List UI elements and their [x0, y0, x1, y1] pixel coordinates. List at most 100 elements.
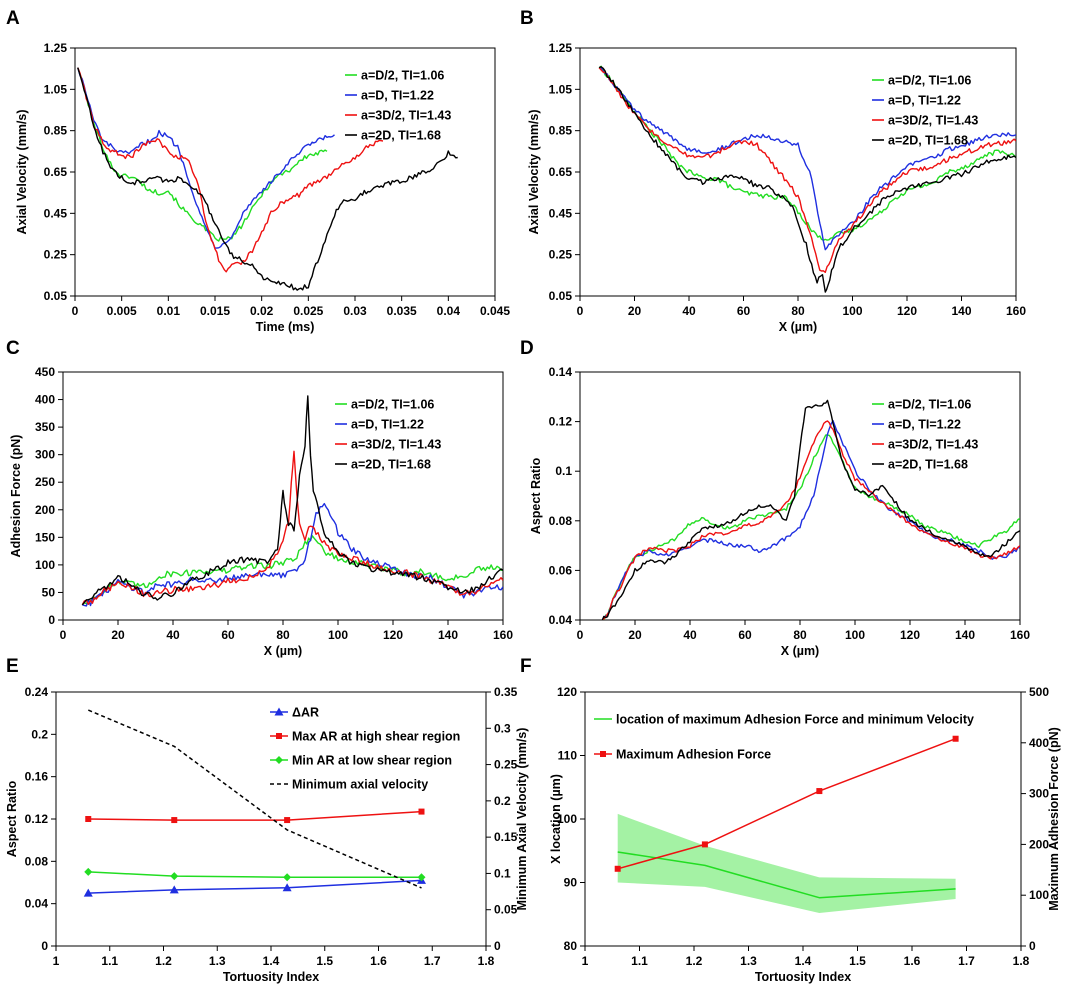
panel-B: B 0 20 40 60 80 100 120 140 1600.050.250.450.650…: [520, 8, 1026, 334]
x-tick-label: 140: [438, 628, 458, 642]
y-axis-label: Axial Velocity (mm/s): [527, 109, 541, 234]
x-tick-label: 160: [1010, 628, 1030, 642]
legend: a=D/2, TI=1.06 a=D, TI=1.22 a=3D/2, TI=1.4…: [335, 398, 441, 472]
legend-label: Maximum Adhesion Force: [616, 748, 771, 762]
legend-marker: [600, 751, 606, 757]
x-tick-label: 60: [737, 304, 751, 318]
series-a-2d-ti-1-68-line: [601, 399, 1020, 620]
y-tick-label: 50: [42, 585, 56, 599]
y-tick-label: 400: [35, 393, 55, 407]
y-tick-label: 1.25: [44, 41, 68, 55]
y-axis-label: Axial Velocity (mm/s): [15, 109, 29, 234]
y-tick-label: 250: [35, 475, 55, 489]
x-axis-label: Tortuosity Index: [223, 970, 319, 984]
series-maximum-adhesion-force-point: [614, 865, 621, 872]
plot-area: [77, 67, 458, 291]
panel-A: A 0 0.005 0.01 0.015 0.02 0.025 0.03 0.035 0.04 0…: [6, 8, 510, 334]
x-tick-label: 1: [582, 954, 589, 968]
legend: ΔAR Max AR at high shear region Min AR at …: [270, 706, 460, 792]
x-axis-label: Time (ms): [256, 320, 315, 334]
y2-tick-label: 0: [1029, 939, 1036, 953]
y-tick-label: 0.14: [549, 365, 573, 379]
x-tick-label: 80: [791, 304, 805, 318]
legend-label: a=D/2, TI=1.06: [361, 69, 444, 83]
x-tick-label: 20: [111, 628, 125, 642]
x-tick-label: 120: [383, 628, 403, 642]
y-tick-label: 120: [557, 685, 577, 699]
y2-tick-label: 100: [1029, 888, 1049, 902]
y-tick-label: 110: [558, 749, 578, 763]
legend-label: a=D/2, TI=1.06: [351, 398, 434, 412]
x-tick-label: 1.8: [478, 954, 495, 968]
legend-label: a=2D, TI=1.68: [351, 458, 431, 472]
legend-label: Max AR at high shear region: [292, 730, 460, 744]
x-tick-label: 140: [951, 304, 971, 318]
y-axis-label: X location (µm): [549, 774, 563, 864]
y-tick-label: 0.06: [549, 563, 573, 577]
series-a-d-2-ti-1-06-line: [77, 67, 328, 242]
plot-area: [614, 735, 959, 913]
series-a-2d-ti-1-68-line: [77, 67, 458, 291]
x-tick-label: 1.2: [686, 954, 703, 968]
x-tick-label: 0: [577, 304, 584, 318]
y2-tick-label: 0.3: [494, 721, 511, 735]
y2-tick-label: 500: [1029, 685, 1049, 699]
series-minimum-axial-velocity-line: [88, 709, 422, 889]
x-tick-label: 1.1: [101, 954, 118, 968]
x-tick-label: 1.6: [370, 954, 387, 968]
series-maximum-adhesion-force-line: [617, 737, 956, 870]
chart-E: 1 1.1 1.2 1.3 1.4 1.5 1.6 1.7 1.800.040.080.120.…: [5, 685, 529, 984]
x-tick-label: 20: [628, 304, 642, 318]
x-tick-label: 0.045: [480, 304, 510, 318]
x-tick-label: 60: [738, 628, 752, 642]
x-tick-label: 40: [166, 628, 180, 642]
legend-label: a=3D/2, TI=1.43: [351, 438, 441, 452]
legend-label: ΔAR: [292, 706, 319, 720]
x-axis-label: X (µm): [264, 644, 302, 658]
x-tick-label: 1.8: [1013, 954, 1030, 968]
series-maximum-adhesion-force-point: [701, 841, 708, 848]
x-tick-label: 1: [53, 954, 60, 968]
plot-area: [83, 709, 426, 897]
y-tick-label: 0.08: [549, 514, 573, 528]
x-tick-label: 1.7: [958, 954, 975, 968]
panel-D: D 0 20 40 60 80 100 120 140 160 0.04 0.06 0.08 0.1 0.…: [520, 338, 1030, 658]
series-a-d-ti-1-22-line: [82, 502, 503, 607]
series-max-ar-at-high-shear-region-point: [418, 808, 425, 815]
panel-C: C 0 20 40 60 80 100 120 140 160 0 50 100 150 200 250 30…: [6, 338, 513, 658]
x-tick-label: 100: [842, 304, 862, 318]
y-tick-label: 300: [35, 448, 55, 462]
x-tick-label: 1.3: [740, 954, 757, 968]
y-axis-label: Aspect Ratio: [529, 457, 543, 534]
series-a-3d-2-ti-1-43-line: [598, 67, 1016, 273]
y-tick-label: 80: [564, 939, 578, 953]
panel-F: F 1 1.1 1.2 1.3 1.4 1.5 1.6 1.7 1.8 80 90 100 110 120…: [520, 656, 1061, 984]
y-tick-label: 0.16: [25, 770, 49, 784]
legend-label: a=2D, TI=1.68: [888, 134, 968, 148]
y-tick-label: 0.65: [44, 165, 68, 179]
series-ar-point: [83, 888, 93, 897]
x-tick-label: 1.4: [263, 954, 280, 968]
x-tick-label: 0: [577, 628, 584, 642]
panel-letter-F: F: [520, 656, 532, 677]
plot-area: [598, 65, 1016, 293]
x-tick-label: 80: [793, 628, 807, 642]
panel-letter-A: A: [6, 8, 20, 29]
series-ar-point: [282, 883, 292, 892]
legend-label: a=3D/2, TI=1.43: [888, 438, 978, 452]
series-max-ar-at-high-shear-region-line: [88, 810, 422, 821]
x-tick-label: 1.7: [424, 954, 441, 968]
y-tick-label: 0.85: [549, 124, 573, 138]
series-maximum-adhesion-force-point: [952, 735, 959, 742]
series-min-ar-at-low-shear-region-point: [283, 873, 292, 882]
y-axis-label: Adhesion Force (pN): [9, 435, 23, 558]
series-min-ar-at-low-shear-region-line: [88, 871, 422, 878]
y2-axis-label: Maximum Adhesion Force (pN): [1047, 727, 1061, 911]
x-axis-label: Tortuosity Index: [755, 970, 851, 984]
legend-label: Minimum axial velocity: [292, 778, 428, 792]
y-tick-label: 0.05: [549, 289, 573, 303]
legend: a=D/2, TI=1.06 a=D, TI=1.22 a=3D/2, TI=1.4…: [345, 69, 451, 143]
panel-letter-C: C: [6, 338, 20, 359]
y-tick-label: 0.04: [25, 897, 49, 911]
legend-label: a=2D, TI=1.68: [888, 458, 968, 472]
